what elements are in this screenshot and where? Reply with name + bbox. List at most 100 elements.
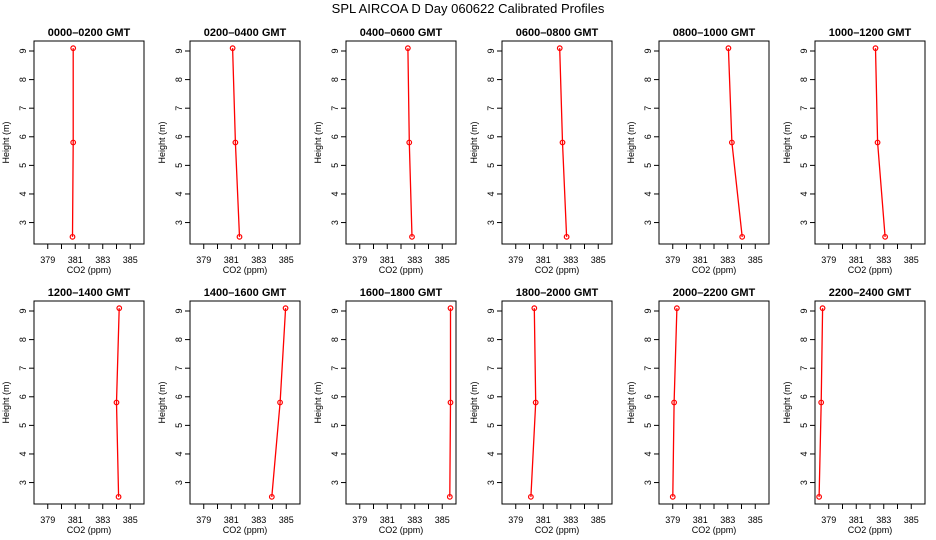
x-axis-label: CO2 (ppm): [535, 525, 580, 535]
x-tick-label: 381: [380, 255, 395, 265]
panel-title: 1400–1600 GMT: [204, 287, 287, 299]
profile-point: [874, 139, 881, 146]
y-tick-label: 7: [330, 366, 340, 371]
x-tick-label: 385: [123, 515, 138, 525]
y-tick-label: 5: [174, 423, 184, 428]
x-tick-label: 383: [720, 515, 735, 525]
profile-line: [818, 308, 824, 497]
profile-line: [530, 308, 537, 497]
y-tick-label: 6: [799, 394, 809, 399]
y-tick-label: 4: [18, 451, 28, 456]
x-axis-label: CO2 (ppm): [535, 265, 580, 275]
y-tick-label: 4: [330, 451, 340, 456]
x-tick-label: 383: [563, 515, 578, 525]
profile-point: [816, 493, 823, 500]
y-tick-label: 9: [330, 48, 340, 53]
x-tick-label: 379: [508, 515, 523, 525]
y-tick-label: 5: [18, 423, 28, 428]
y-tick-label: 6: [643, 134, 653, 139]
profile-point: [70, 45, 77, 52]
panel-title: 1800–2000 GMT: [516, 287, 599, 299]
panel-title: 0200–0400 GMT: [204, 27, 287, 39]
profile-point: [872, 45, 879, 52]
plot-frame: [345, 300, 457, 505]
plot-frame: [189, 300, 301, 505]
x-tick-label: 385: [435, 255, 450, 265]
y-tick-label: 5: [799, 423, 809, 428]
profile-point: [406, 139, 413, 146]
profile-point: [882, 233, 889, 240]
x-tick-label: 385: [904, 255, 919, 265]
y-axis-label: Height (m): [626, 381, 636, 423]
panel-title: 1600–1800 GMT: [360, 287, 443, 299]
y-tick-label: 8: [174, 337, 184, 342]
x-tick-label: 385: [748, 255, 763, 265]
plot-frame: [658, 300, 770, 505]
y-tick-label: 5: [18, 163, 28, 168]
x-tick-label: 381: [693, 515, 708, 525]
y-tick-label: 7: [799, 106, 809, 111]
x-axis-label: CO2 (ppm): [692, 265, 737, 275]
x-tick-label: 385: [279, 255, 294, 265]
x-tick-label: 383: [95, 255, 110, 265]
x-axis-label: CO2 (ppm): [848, 525, 893, 535]
y-tick-label: 9: [330, 308, 340, 313]
y-tick-label: 3: [643, 220, 653, 225]
panel-5: 0800–1000 GMT 379 381 383 385 3 4 5 6 7 8 9 CO2 (ppm…: [626, 27, 770, 275]
y-tick-label: 5: [486, 163, 496, 168]
x-axis-label: CO2 (ppm): [848, 265, 893, 275]
profile-line: [71, 48, 74, 237]
y-tick-label: 4: [486, 451, 496, 456]
profile-point: [532, 399, 539, 406]
y-axis-label: Height (m): [313, 381, 323, 423]
y-tick-label: 5: [643, 163, 653, 168]
x-tick-label: 381: [380, 515, 395, 525]
y-tick-label: 8: [486, 77, 496, 82]
y-axis-label: Height (m): [469, 121, 479, 163]
y-tick-label: 6: [330, 134, 340, 139]
x-tick-label: 379: [40, 255, 55, 265]
panel-12: 2200–2400 GMT 379 381 383 385 3 4 5 6 7 8 9 CO2 (ppm…: [782, 287, 926, 535]
y-tick-label: 9: [486, 48, 496, 53]
x-tick-label: 379: [821, 255, 836, 265]
plot-frame: [658, 40, 770, 245]
y-tick-label: 9: [799, 48, 809, 53]
x-tick-label: 379: [665, 255, 680, 265]
y-tick-label: 6: [330, 394, 340, 399]
x-tick-label: 383: [251, 515, 266, 525]
x-tick-label: 383: [720, 255, 735, 265]
y-tick-label: 3: [643, 480, 653, 485]
y-tick-label: 4: [330, 191, 340, 196]
y-tick-label: 6: [18, 394, 28, 399]
x-tick-label: 379: [821, 515, 836, 525]
y-tick-label: 6: [18, 134, 28, 139]
y-tick-label: 3: [18, 480, 28, 485]
x-tick-label: 379: [40, 515, 55, 525]
y-tick-label: 8: [330, 337, 340, 342]
x-axis-label: CO2 (ppm): [379, 525, 424, 535]
x-axis-label: CO2 (ppm): [379, 265, 424, 275]
x-tick-label: 381: [849, 255, 864, 265]
y-axis-label: Height (m): [157, 381, 167, 423]
x-tick-label: 385: [435, 515, 450, 525]
plot-frame: [501, 40, 613, 245]
y-tick-label: 7: [18, 366, 28, 371]
y-tick-label: 8: [18, 77, 28, 82]
y-tick-label: 6: [174, 134, 184, 139]
y-tick-label: 4: [486, 191, 496, 196]
profile-point: [70, 139, 77, 146]
x-tick-label: 385: [591, 255, 606, 265]
panel-8: 1400–1600 GMT 379 381 383 385 3 4 5 6 7 8 9 CO2 (ppm…: [157, 287, 301, 535]
y-axis-label: Height (m): [782, 121, 792, 163]
profile-line: [449, 308, 452, 497]
y-tick-label: 8: [799, 77, 809, 82]
y-tick-label: 9: [174, 48, 184, 53]
y-tick-label: 3: [486, 480, 496, 485]
y-tick-label: 3: [18, 220, 28, 225]
panel-11: 2000–2200 GMT 379 381 383 385 3 4 5 6 7 8 9 CO2 (ppm…: [626, 287, 770, 535]
x-axis-label: CO2 (ppm): [692, 525, 737, 535]
y-tick-label: 5: [486, 423, 496, 428]
x-tick-label: 385: [591, 515, 606, 525]
profile-point: [446, 493, 453, 500]
